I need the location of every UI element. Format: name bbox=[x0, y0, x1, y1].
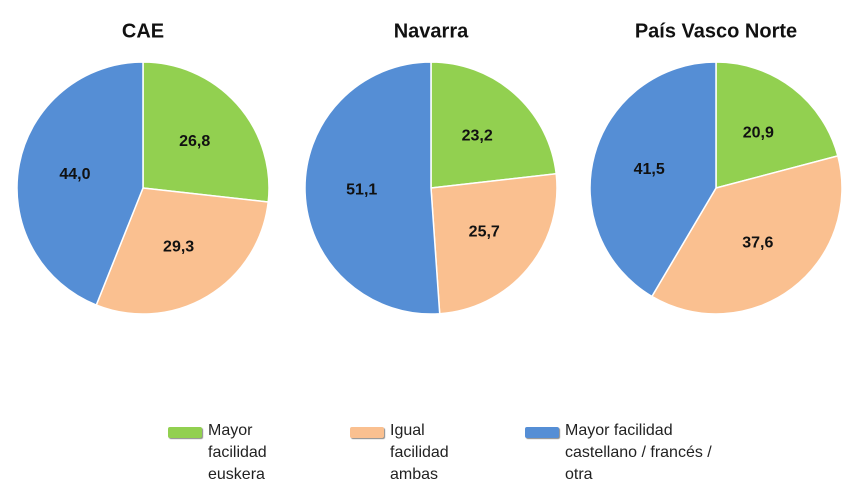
pie-slice bbox=[715, 61, 839, 189]
data-label: 23,2 bbox=[462, 128, 493, 145]
data-label: 29,3 bbox=[163, 239, 194, 256]
data-label: 25,7 bbox=[469, 224, 500, 241]
chart-title: CAE bbox=[122, 20, 164, 42]
legend-swatch bbox=[168, 427, 202, 438]
data-label: 41,5 bbox=[634, 161, 665, 178]
data-label: 51,1 bbox=[346, 182, 377, 199]
legend-label: Igual facilidad ambas bbox=[390, 422, 449, 483]
pie-slice bbox=[16, 61, 144, 306]
legend-item: Mayor facilidad castellano / francés / o… bbox=[525, 420, 725, 486]
legend-label: Mayor facilidad castellano / francés / o… bbox=[565, 422, 712, 483]
data-label: 37,6 bbox=[742, 235, 773, 252]
data-label: 20,9 bbox=[743, 124, 774, 141]
data-label: 44,0 bbox=[59, 166, 90, 183]
data-label: 26,8 bbox=[179, 133, 210, 150]
pie-slice bbox=[430, 172, 558, 315]
pie-slice bbox=[430, 61, 558, 189]
pie-slice bbox=[589, 61, 717, 298]
legend-item: Igual facilidad ambas bbox=[350, 420, 470, 486]
legend-label: Mayor facilidad euskera bbox=[208, 422, 267, 483]
legend-item: Mayor facilidad euskera bbox=[168, 420, 288, 486]
legend-swatch bbox=[350, 427, 384, 438]
pie-slice bbox=[95, 187, 270, 315]
chart-title: País Vasco Norte bbox=[635, 20, 797, 42]
pie-slice bbox=[142, 61, 270, 203]
legend-swatch bbox=[525, 427, 559, 438]
pie-slice bbox=[304, 61, 441, 315]
chart-title: Navarra bbox=[394, 20, 469, 42]
